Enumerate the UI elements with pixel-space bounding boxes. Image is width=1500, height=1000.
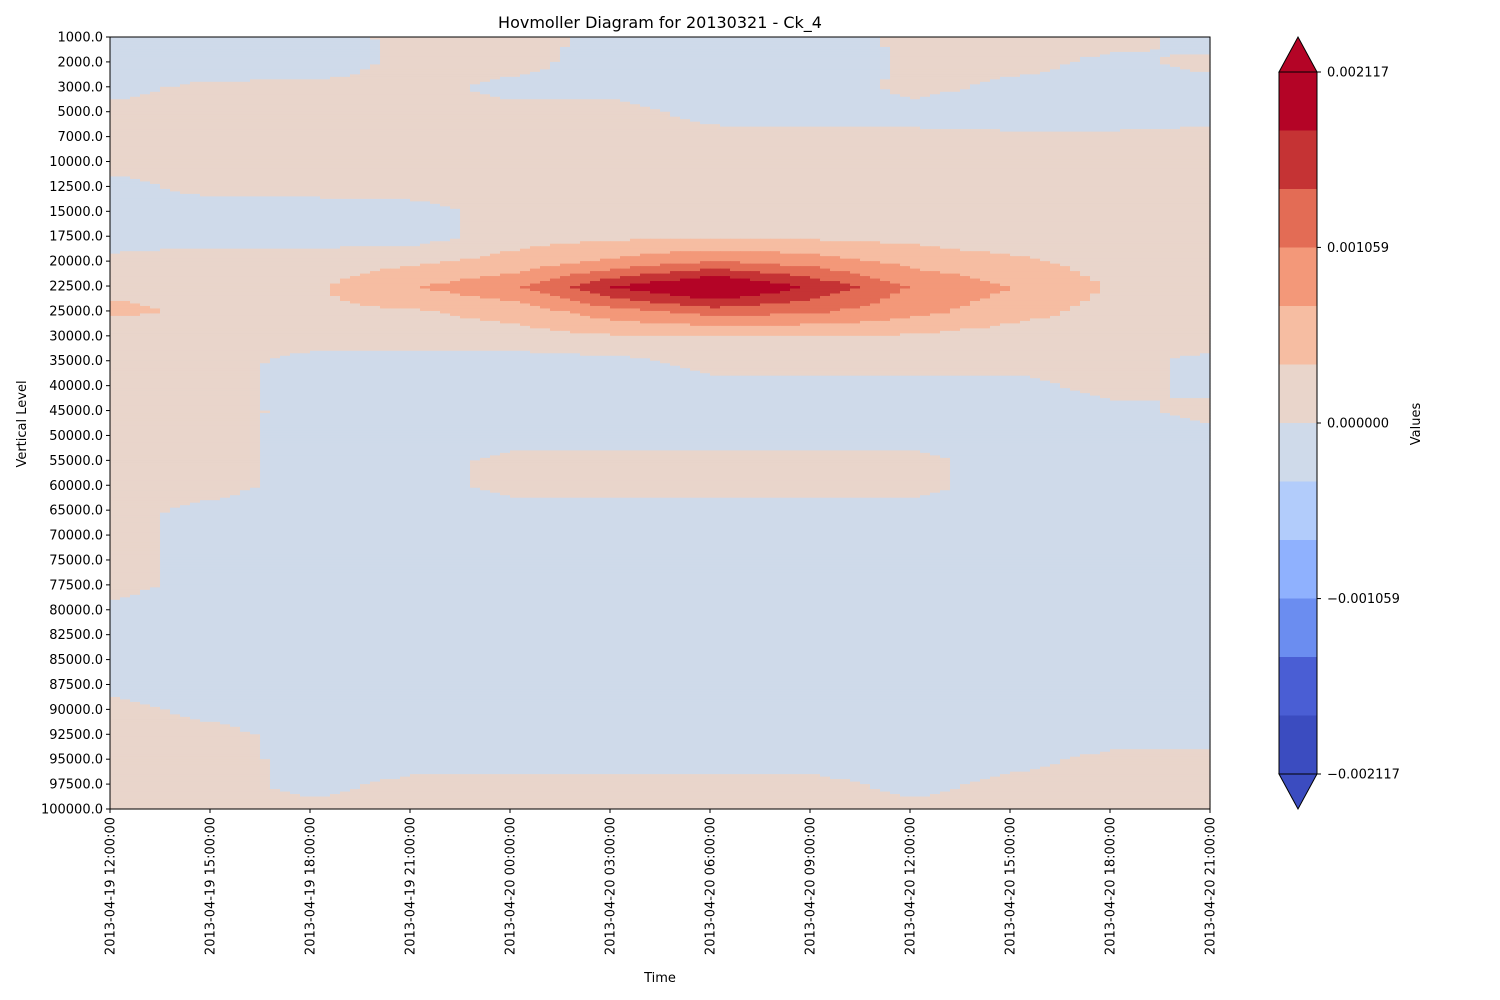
chart-title: Hovmoller Diagram for 20130321 - Ck_4 — [498, 13, 822, 33]
plot-area — [110, 37, 1211, 810]
